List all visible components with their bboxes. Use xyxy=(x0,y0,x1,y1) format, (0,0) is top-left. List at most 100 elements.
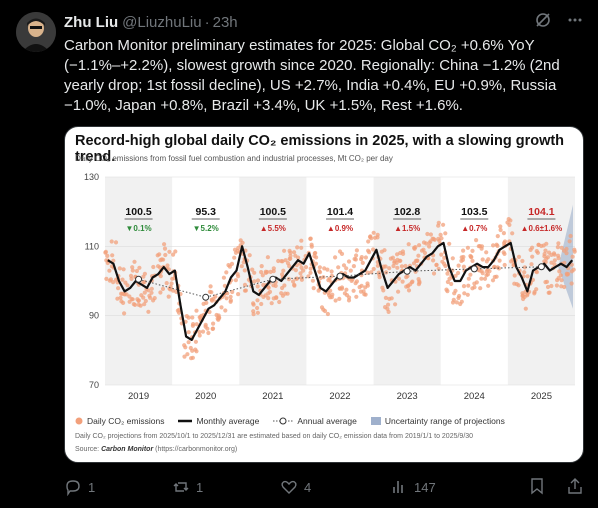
annual-average-marker xyxy=(202,293,210,301)
daily-point xyxy=(417,243,422,248)
daily-point xyxy=(484,259,489,264)
daily-point xyxy=(485,272,490,277)
daily-point xyxy=(371,247,376,252)
legend-monthly: Monthly average xyxy=(178,416,260,426)
daily-point xyxy=(155,253,160,258)
daily-point xyxy=(502,262,507,268)
daily-point xyxy=(410,279,415,284)
chart-image[interactable]: Record-high global daily CO₂ emissions i… xyxy=(64,126,584,463)
daily-point xyxy=(122,291,127,296)
daily-point xyxy=(344,287,349,292)
daily-point xyxy=(203,322,208,327)
daily-point xyxy=(312,254,317,259)
daily-point xyxy=(502,239,508,244)
tweet-actions: 1 1 4 147 xyxy=(64,476,584,498)
daily-point xyxy=(227,264,232,269)
daily-point xyxy=(339,286,344,291)
daily-point xyxy=(162,246,168,251)
daily-point xyxy=(552,262,557,267)
annual-value-label: 100.5 xyxy=(260,206,286,218)
x-tick-label: 2022 xyxy=(329,391,350,402)
annual-average-marker xyxy=(336,272,344,280)
daily-point xyxy=(425,231,430,237)
reply-button[interactable]: 1 xyxy=(64,478,172,496)
daily-point xyxy=(571,267,576,272)
daily-point xyxy=(498,224,503,229)
daily-point xyxy=(556,276,561,281)
daily-point xyxy=(442,255,447,260)
daily-point xyxy=(111,280,116,285)
daily-point xyxy=(204,300,209,305)
daily-point xyxy=(134,268,139,274)
daily-point xyxy=(130,268,135,273)
daily-point xyxy=(247,253,252,258)
daily-point xyxy=(554,283,559,288)
daily-point xyxy=(441,222,446,227)
daily-point xyxy=(129,276,134,281)
repost-button[interactable]: 1 xyxy=(172,478,280,496)
legend-daily: Daily CO₂ emissions xyxy=(75,416,164,426)
daily-point xyxy=(445,279,450,285)
daily-point xyxy=(259,270,264,275)
daily-point xyxy=(287,264,292,269)
daily-point xyxy=(514,282,519,287)
daily-point xyxy=(465,292,470,297)
timestamp[interactable]: 23h xyxy=(212,13,238,31)
daily-point xyxy=(266,296,271,301)
daily-point xyxy=(490,278,496,283)
daily-point xyxy=(176,310,182,315)
bookmark-icon[interactable] xyxy=(528,477,546,498)
daily-point xyxy=(122,311,127,316)
daily-point xyxy=(371,266,376,272)
daily-point xyxy=(424,241,429,246)
daily-point xyxy=(171,288,176,293)
daily-point xyxy=(107,268,112,273)
daily-point xyxy=(344,266,349,271)
views-button[interactable]: 147 xyxy=(390,478,506,496)
daily-point xyxy=(491,243,496,248)
daily-point xyxy=(142,290,147,295)
reply-count: 1 xyxy=(88,479,96,495)
daily-point xyxy=(522,270,527,275)
daily-point xyxy=(431,236,436,241)
author-name[interactable]: Zhu Liu xyxy=(64,13,119,31)
daily-point xyxy=(184,314,189,319)
daily-point xyxy=(228,294,233,299)
daily-point xyxy=(255,284,260,289)
daily-point xyxy=(466,276,471,281)
grok-icon[interactable] xyxy=(534,11,552,33)
daily-point xyxy=(255,298,260,303)
more-options-icon[interactable] xyxy=(566,11,584,33)
avatar[interactable] xyxy=(16,12,56,52)
like-button[interactable]: 4 xyxy=(280,478,390,496)
daily-point xyxy=(484,250,489,255)
daily-point xyxy=(372,235,378,240)
daily-point xyxy=(109,239,114,244)
daily-point xyxy=(208,284,213,289)
daily-point xyxy=(310,278,315,283)
daily-point xyxy=(444,287,449,292)
daily-point xyxy=(194,349,199,354)
daily-point xyxy=(263,269,268,274)
daily-point xyxy=(252,279,257,284)
daily-point xyxy=(474,238,479,243)
daily-point xyxy=(311,286,316,291)
daily-point xyxy=(223,308,228,313)
daily-point xyxy=(233,278,238,283)
daily-point xyxy=(194,308,199,313)
daily-point xyxy=(143,298,148,304)
daily-point xyxy=(158,290,163,295)
daily-point xyxy=(303,265,309,270)
daily-point xyxy=(255,305,260,311)
daily-point xyxy=(421,247,426,252)
daily-point xyxy=(406,242,411,247)
daily-point xyxy=(485,267,490,272)
x-tick-label: 2024 xyxy=(464,391,485,402)
daily-point xyxy=(472,285,477,290)
daily-point xyxy=(200,329,206,334)
repost-icon xyxy=(173,482,189,492)
share-icon[interactable] xyxy=(566,477,584,498)
daily-point xyxy=(159,257,164,262)
author-handle[interactable]: @LiuzhuLiu xyxy=(122,13,202,31)
daily-point xyxy=(479,246,484,251)
